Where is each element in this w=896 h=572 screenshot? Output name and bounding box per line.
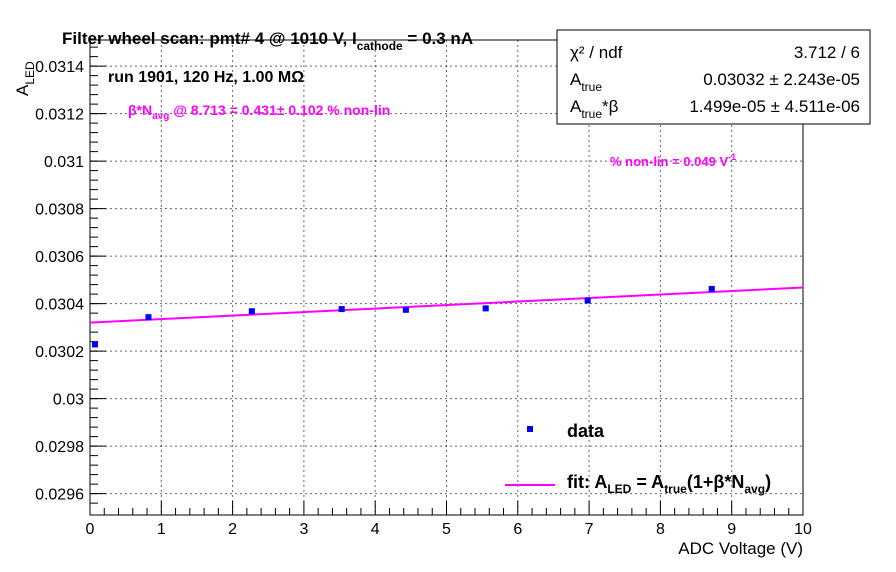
annotation-beta: β*Navg @ 8.713 = 0.431± 0.102 % non-lin <box>128 102 390 122</box>
y-tick-label: 0.0312 <box>35 107 84 124</box>
chart-title-main: Filter wheel scan: pmt# 4 @ 1010 V, I <box>62 29 357 48</box>
stats-atruebeta-main: A <box>570 97 582 116</box>
x-tick-label: 8 <box>656 521 665 538</box>
stats-atruebeta-sub: true <box>581 107 602 121</box>
y-tick-label: 0.031 <box>44 154 84 171</box>
legend-fit-sub2: true <box>664 482 687 496</box>
legend-label-data: data <box>567 421 605 441</box>
x-tick-label: 4 <box>371 521 380 538</box>
annotation-beta-post: @ 8.713 = 0.431± 0.102 % non-lin <box>169 102 390 118</box>
legend-fit-sub3: avg <box>744 482 765 496</box>
y-tick-label: 0.0314 <box>35 59 84 76</box>
annotation-beta-sub: avg <box>152 111 169 122</box>
stats-box: χ² / ndf 3.712 / 6 Atrue 0.03032 ± 2.243… <box>556 29 871 125</box>
stats-atrue-main: A <box>570 70 582 89</box>
y-tick-label: 0.0298 <box>35 439 84 456</box>
x-tick-label: 5 <box>442 521 451 538</box>
x-tick-label: 3 <box>299 521 308 538</box>
data-point <box>91 341 98 348</box>
y-axis-label: ALED <box>13 61 37 96</box>
y-tick-label: 0.03 <box>53 392 84 409</box>
data-point <box>708 285 715 292</box>
data-point <box>338 306 345 313</box>
x-axis: 0 1 2 3 4 5 6 7 8 9 10 <box>86 501 812 538</box>
legend-label-fit: fit: ALED = Atrue(1+β*Navg) <box>567 472 771 496</box>
data-point <box>402 306 409 313</box>
legend-fit-sub1: LED <box>607 482 631 496</box>
y-axis-label-main: A <box>13 84 32 96</box>
x-tick-label: 10 <box>794 521 812 538</box>
y-tick-label: 0.0304 <box>35 297 84 314</box>
stats-atruebeta-tail: *β <box>602 97 619 116</box>
chart-title: Filter wheel scan: pmt# 4 @ 1010 V, Icat… <box>62 29 473 53</box>
annotation-nonlin: % non-lin = 0.049 V-1 <box>610 152 736 169</box>
y-tick-label: 0.0308 <box>35 202 84 219</box>
grid <box>90 40 803 515</box>
data-point <box>248 308 255 315</box>
x-tick-label: 1 <box>157 521 166 538</box>
y-tick-label: 0.0306 <box>35 249 84 266</box>
annotation-nonlin-sup: -1 <box>728 152 736 162</box>
svg-text:ALED: ALED <box>13 61 37 96</box>
stats-atrue-sub: true <box>581 80 602 94</box>
stats-atrue-value: 0.03032 ± 2.243e-05 <box>703 70 860 89</box>
y-tick-label: 0.0296 <box>35 487 84 504</box>
x-tick-label: 7 <box>585 521 594 538</box>
chart-title-tail: = 0.3 nA <box>403 29 473 48</box>
stats-atruebeta-name: Atrue*β <box>570 97 619 121</box>
data-point <box>482 305 489 312</box>
annotation-nonlin-main: % non-lin = 0.049 V <box>610 154 728 169</box>
legend-marker-data <box>527 426 533 432</box>
y-axis: 0.0296 0.0298 0.03 0.0302 0.0304 0.0306 0.0308… <box>35 46 106 504</box>
y-tick-label: 0.0302 <box>35 344 84 361</box>
x-tick-label: 0 <box>86 521 95 538</box>
x-tick-label: 2 <box>228 521 237 538</box>
data-series <box>91 285 715 348</box>
data-point <box>584 297 591 304</box>
legend-fit-pre: fit: A <box>567 472 607 492</box>
fit-line <box>89 286 804 324</box>
legend-fit-mid2: (1+β*N <box>687 472 745 492</box>
x-axis-label: ADC Voltage (V) <box>678 539 803 558</box>
fit-series <box>89 286 804 324</box>
x-tick-label: 9 <box>727 521 736 538</box>
x-tick-label: 6 <box>513 521 522 538</box>
run-info: run 1901, 120 Hz, 1.00 MΩ <box>108 69 304 86</box>
chart-title-sub: cathode <box>357 39 403 53</box>
y-axis-label-sub: LED <box>23 61 37 85</box>
legend-fit-post: ) <box>765 472 771 492</box>
annotation-beta-pre: β*N <box>128 102 152 118</box>
stats-chi2-value: 3.712 / 6 <box>794 43 860 62</box>
stats-atrue-name: Atrue <box>570 70 602 94</box>
data-point <box>145 314 152 321</box>
stats-atruebeta-value: 1.499e-05 ± 4.511e-06 <box>689 97 860 116</box>
legend: data fit: ALED = Atrue(1+β*Navg) <box>505 421 771 496</box>
legend-fit-mid: = A <box>631 472 664 492</box>
stats-chi2-name: χ² / ndf <box>570 43 623 62</box>
